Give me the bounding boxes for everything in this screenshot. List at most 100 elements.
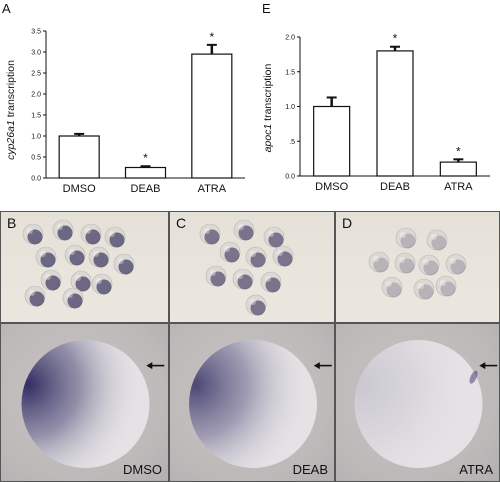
embryo-highlight-b-5 [69,249,75,255]
embryo-closeup-c [189,340,332,468]
embryo-highlight-d-1 [431,234,437,240]
y-tick-label-e: .5 [289,139,295,146]
embryo-highlight-b-1 [57,224,63,230]
embryo-stain-d-4 [423,260,439,276]
embryo-stain-b-8 [45,275,61,291]
embryo-highlight-c-2 [268,231,274,237]
category-label-e-deab: DEAB [380,181,410,193]
bar-a-deab [124,166,167,179]
embryo-highlight-c-9 [250,299,256,305]
embryo-group-photo-b: B [0,211,169,323]
embryo-d-4 [418,254,440,276]
embryo-d-6 [381,276,403,298]
significance-e-deab: * [393,32,398,46]
embryo-stain-c-2 [268,232,284,248]
embryo-stain-c-7 [237,274,253,290]
y-tick-label-e: 0.0 [285,174,295,181]
embryo-stain-c-5 [277,251,293,267]
embryo-closeup-photo-c: DEAB [169,323,335,482]
embryo-stain-b-1 [57,225,73,241]
embryo-closeup-photo-b: DMSO [0,323,169,482]
embryo-highlight-d-3 [399,257,405,263]
panel-letter-d: D [342,215,353,231]
embryo-stain-c-0 [204,229,220,245]
embryo-highlight-d-4 [423,259,429,265]
y-tick-label-a: 1.5 [31,113,41,120]
category-label-e-dmso: DMSO [315,181,348,193]
embryo-stain-b-2 [85,229,101,245]
margin-staining-d [469,370,478,384]
embryo-stain-c-3 [224,247,240,263]
chart-a: A cyp26a1 transcription 0.0 0.5 1.0 1.5 2.0 2… [2,1,245,195]
caption-b: DMSO [123,462,162,477]
y-tick-label-a: 3.5 [31,29,41,36]
embryo-closeup-d [354,340,498,468]
embryo-stain-b-4 [40,252,56,268]
plot-area-a: 0.0 0.5 1.0 1.5 2.0 2.5 3.0 3.5 DMSO * DEAB * ATRA [31,29,245,195]
significance-a-atra: * [209,30,214,44]
y-axis-label-a-gene: cyp26a1 [5,120,17,160]
embryo-d-2 [368,251,390,273]
embryo-highlight-b-9 [75,275,81,281]
arrow-icon-d [479,362,486,370]
embryo-stain-d-7 [418,284,434,300]
embryo-stain-c-4 [250,252,266,268]
embryo-stain-b-3 [109,232,125,248]
embryo-highlight-c-6 [210,270,216,276]
chart-e: E apoc1 transcription 0.0 .5 1.0 1.5 2.0 DMSO… [262,1,490,193]
embryo-d-8 [435,275,457,297]
y-tick-label-a: 1.0 [31,134,41,141]
embryo-stain-d-8 [440,281,456,297]
bar-e-atra [439,161,477,177]
embryo-highlight-c-8 [265,276,271,282]
embryo-staining-c [189,340,317,468]
significance-a-deab: * [143,151,148,165]
significance-e-atra: * [456,144,461,158]
embryo-stain-b-12 [67,293,83,309]
y-axis-label-a-rest: transcription [5,60,17,120]
embryo-d-0 [395,227,417,249]
y-tick-label-e: 1.5 [285,69,295,76]
arrow-icon-b [146,362,153,370]
embryo-highlight-d-7 [418,283,424,289]
embryo-highlight-c-3 [224,246,230,252]
bar-a-dmso [58,135,100,179]
embryo-d-5 [445,253,467,275]
embryo-group-photo-d: D [335,211,500,323]
caption-d: ATRA [459,462,493,477]
embryo-highlight-d-0 [400,232,406,238]
bar-a-atra [191,53,233,179]
caption-c: DEAB [292,462,328,477]
embryo-stain-b-0 [27,229,43,245]
y-axis-label-e-rest: transcription [262,63,274,123]
y-tick-label-a: 0.0 [31,176,41,183]
y-axis-label-e-gene: apoc1 [262,124,274,153]
panel-letter-a: A [2,1,11,16]
embryo-group-photo-c: C [169,211,335,323]
bar-e-deab [376,50,414,177]
embryo-highlight-b-8 [45,274,51,280]
embryo-stain-c-9 [250,300,266,316]
embryo-group-d [368,227,467,300]
y-tick-label-a: 0.5 [31,155,41,162]
embryo-stain-c-6 [210,271,226,287]
embryo-highlight-b-4 [40,251,46,257]
category-label-a-atra: ATRA [198,183,227,195]
category-label-e-atra: ATRA [444,181,473,193]
embryo-closeup-photo-d: ATRA [335,323,500,482]
embryo-stain-d-3 [399,258,415,274]
y-tick-label-a: 3.0 [31,50,41,57]
panel-letter-e: E [262,1,271,16]
embryo-d-1 [426,229,448,251]
y-tick-label-e: 1.0 [285,104,295,111]
embryo-stain-b-11 [29,291,45,307]
embryo-stain-c-8 [265,277,281,293]
category-label-a-dmso: DMSO [63,183,96,195]
embryo-highlight-b-0 [27,228,33,234]
embryo-stain-b-10 [96,279,112,295]
embryo-highlight-d-8 [440,280,446,286]
embryo-stain-b-7 [118,259,134,275]
embryo-group-c [199,219,294,316]
embryo-staining-d [354,340,483,468]
arrow-icon-c [313,362,320,370]
